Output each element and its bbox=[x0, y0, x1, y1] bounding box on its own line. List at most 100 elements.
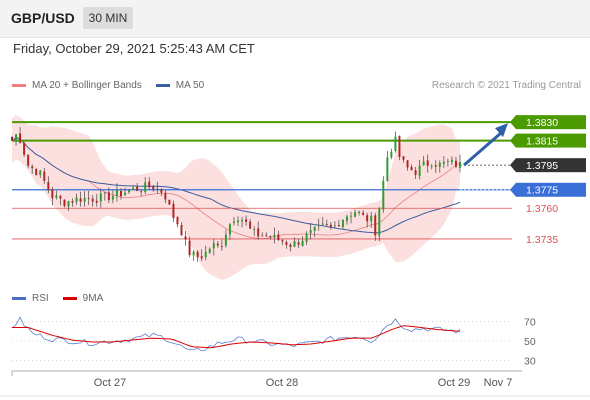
candle-body bbox=[410, 166, 413, 171]
candle bbox=[95, 194, 98, 207]
candle bbox=[261, 232, 264, 237]
candle-body bbox=[450, 159, 453, 163]
candle bbox=[160, 188, 163, 197]
candle-body bbox=[228, 224, 231, 235]
candle bbox=[119, 188, 122, 200]
candle-body bbox=[382, 180, 385, 210]
candle-body bbox=[378, 208, 381, 236]
candle bbox=[245, 215, 248, 226]
candle bbox=[184, 230, 187, 246]
candle-body bbox=[253, 228, 256, 230]
level-tag-pointer bbox=[510, 133, 516, 148]
main-legend: MA 20 + Bollinger Bands MA 50 bbox=[12, 80, 204, 91]
candle-body bbox=[180, 224, 183, 236]
candle-body bbox=[59, 195, 62, 199]
candle-body bbox=[71, 201, 74, 203]
candle bbox=[220, 239, 223, 251]
candle-body bbox=[366, 215, 369, 222]
candle-body bbox=[346, 216, 348, 222]
ma50-swatch bbox=[155, 84, 170, 87]
candle bbox=[237, 216, 240, 227]
candle-body bbox=[176, 217, 179, 225]
candle-body bbox=[261, 235, 264, 237]
candle bbox=[337, 219, 340, 227]
candle-body bbox=[128, 190, 131, 193]
candle bbox=[454, 156, 457, 169]
candle-body bbox=[172, 203, 175, 219]
candle bbox=[59, 195, 62, 206]
candle-body bbox=[140, 191, 143, 193]
candle bbox=[180, 222, 183, 236]
candle-body bbox=[430, 166, 433, 168]
level-tag-bg-1.3795 bbox=[516, 158, 586, 173]
candle bbox=[107, 187, 110, 204]
candle bbox=[422, 155, 425, 166]
x-tick-label: Nov 7 bbox=[484, 377, 513, 389]
candle-body bbox=[434, 165, 437, 167]
level-label-1.3760: 1.3760 bbox=[526, 203, 558, 215]
candle-body bbox=[212, 243, 215, 249]
candle-body bbox=[398, 136, 401, 157]
candle bbox=[293, 237, 296, 248]
candle-body bbox=[47, 182, 50, 191]
candle-body bbox=[426, 160, 429, 166]
candle bbox=[200, 249, 203, 262]
legend-rsi: RSI bbox=[32, 293, 49, 304]
candle-body bbox=[168, 199, 171, 205]
candle bbox=[289, 243, 292, 252]
candle bbox=[148, 177, 151, 191]
candle bbox=[362, 210, 365, 216]
candle bbox=[354, 209, 357, 218]
candle bbox=[410, 164, 413, 171]
candle bbox=[309, 223, 312, 240]
candle-body bbox=[67, 201, 70, 207]
candle-body bbox=[454, 160, 457, 167]
candle-body bbox=[354, 212, 357, 217]
candle-body bbox=[148, 181, 151, 188]
legend-ma20-bollinger: MA 20 + Bollinger Bands bbox=[32, 80, 142, 91]
candle-body bbox=[87, 197, 90, 199]
candle-body bbox=[257, 228, 260, 237]
legend-ma50: MA 50 bbox=[175, 80, 205, 91]
level-label-1.3795: 1.3795 bbox=[526, 160, 558, 172]
candle bbox=[341, 219, 344, 230]
timeframe-badge[interactable]: 30 MIN bbox=[83, 7, 133, 29]
candle bbox=[370, 211, 373, 228]
candle bbox=[43, 167, 46, 184]
rsi-tick-label: 70 bbox=[524, 317, 536, 329]
rsi-panel: 70 50 30 bbox=[11, 316, 536, 367]
candle-body bbox=[241, 219, 244, 222]
candle bbox=[11, 135, 13, 141]
candle bbox=[313, 226, 316, 238]
candle-body bbox=[124, 192, 126, 196]
candle-body bbox=[394, 136, 397, 152]
candle bbox=[136, 182, 139, 192]
candle-body bbox=[184, 236, 187, 240]
rsi-tick-label: 30 bbox=[524, 355, 536, 367]
candle bbox=[144, 177, 147, 195]
candle bbox=[216, 241, 219, 248]
ma50-line bbox=[11, 136, 461, 234]
candle-body bbox=[39, 170, 42, 175]
candle-body bbox=[446, 161, 449, 162]
rsi-legend: RSI 9MA bbox=[12, 293, 103, 304]
candle bbox=[79, 191, 82, 207]
candle bbox=[51, 186, 54, 206]
candle bbox=[450, 156, 453, 165]
candle-body bbox=[370, 215, 373, 222]
price-plot: 1.3830 1.3815 1.3795 1.3775 1.3760 1.3735 bbox=[11, 115, 586, 280]
candle bbox=[47, 176, 50, 194]
forecast-arrow-head bbox=[495, 123, 508, 138]
candle bbox=[253, 226, 256, 237]
candle-body bbox=[75, 197, 78, 202]
candle-body bbox=[79, 198, 82, 202]
candle bbox=[333, 221, 336, 228]
candle-body bbox=[188, 240, 191, 256]
candle-body bbox=[204, 251, 207, 258]
candle-body bbox=[220, 246, 223, 248]
candle bbox=[430, 164, 433, 170]
candle-body bbox=[362, 212, 365, 215]
candle-body bbox=[192, 251, 195, 256]
rsi-ma-swatch bbox=[62, 297, 77, 300]
